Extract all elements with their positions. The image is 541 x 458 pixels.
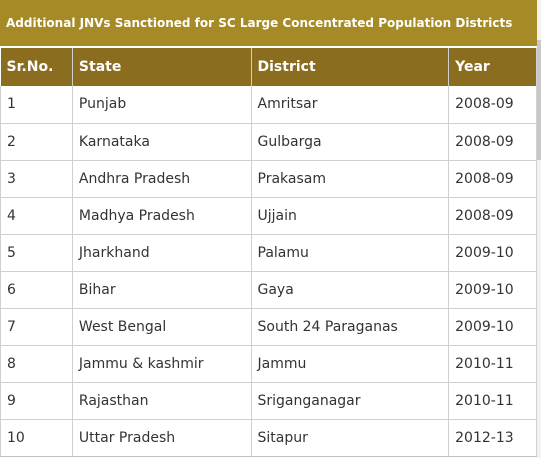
cell-state: Uttar Pradesh: [72, 419, 252, 457]
cell-state: Bihar: [72, 271, 252, 309]
cell-year: 2009-10: [448, 271, 537, 309]
table-row: 10 Uttar Pradesh Sitapur 2012-13: [0, 419, 537, 457]
cell-year: 2009-10: [448, 234, 537, 272]
cell-district: Sitapur: [251, 419, 450, 457]
table-row: 2 Karnataka Gulbarga 2008-09: [0, 123, 537, 161]
cell-year: 2009-10: [448, 308, 537, 346]
column-header-district: District: [251, 48, 450, 86]
cell-district: Jammu: [251, 345, 450, 383]
cell-srno: 9: [0, 382, 73, 420]
table-row: 3 Andhra Pradesh Prakasam 2008-09: [0, 160, 537, 198]
cell-state: Punjab: [72, 86, 252, 124]
cell-srno: 4: [0, 197, 73, 235]
cell-srno: 6: [0, 271, 73, 309]
cell-year: 2008-09: [448, 197, 537, 235]
cell-district: Prakasam: [251, 160, 450, 198]
cell-state: Andhra Pradesh: [72, 160, 252, 198]
table-row: 1 Punjab Amritsar 2008-09: [0, 86, 537, 124]
cell-district: South 24 Paraganas: [251, 308, 450, 346]
cell-state: Jammu & kashmir: [72, 345, 252, 383]
cell-year: 2008-09: [448, 160, 537, 198]
cell-srno: 2: [0, 123, 73, 161]
cell-srno: 1: [0, 86, 73, 124]
table-row: 4 Madhya Pradesh Ujjain 2008-09: [0, 197, 537, 235]
cell-year: 2008-09: [448, 86, 537, 124]
cell-district: Amritsar: [251, 86, 450, 124]
cell-district: Gulbarga: [251, 123, 450, 161]
cell-district: Palamu: [251, 234, 450, 272]
cell-year: 2010-11: [448, 382, 537, 420]
cell-srno: 8: [0, 345, 73, 383]
cell-year: 2010-11: [448, 345, 537, 383]
table-header: Sr.No. State District Year: [0, 48, 537, 86]
cell-year: 2012-13: [448, 419, 537, 457]
cell-state: Karnataka: [72, 123, 252, 161]
scrollbar-thumb[interactable]: [537, 40, 541, 160]
table-row: 7 West Bengal South 24 Paraganas 2009-10: [0, 308, 537, 346]
table-body: 1 Punjab Amritsar 2008-09 2 Karnataka Gu…: [0, 86, 537, 457]
cell-state: Rajasthan: [72, 382, 252, 420]
table-row: 9 Rajasthan Sriganganagar 2010-11: [0, 382, 537, 420]
column-header-year: Year: [448, 48, 537, 86]
cell-state: Madhya Pradesh: [72, 197, 252, 235]
cell-district: Gaya: [251, 271, 450, 309]
cell-srno: 10: [0, 419, 73, 457]
table-row: 6 Bihar Gaya 2009-10: [0, 271, 537, 309]
cell-srno: 7: [0, 308, 73, 346]
table-row: 5 Jharkhand Palamu 2009-10: [0, 234, 537, 272]
scrollbar-track[interactable]: [537, 0, 541, 458]
column-header-state: State: [72, 48, 252, 86]
jnv-table: Sr.No. State District Year 1 Punjab Amri…: [0, 48, 537, 457]
header-row: Sr.No. State District Year: [0, 48, 537, 86]
cell-state: West Bengal: [72, 308, 252, 346]
cell-year: 2008-09: [448, 123, 537, 161]
column-header-srno: Sr.No.: [0, 48, 73, 86]
cell-srno: 5: [0, 234, 73, 272]
cell-district: Sriganganagar: [251, 382, 450, 420]
table-row: 8 Jammu & kashmir Jammu 2010-11: [0, 345, 537, 383]
table-title: Additional JNVs Sanctioned for SC Large …: [0, 0, 537, 46]
cell-state: Jharkhand: [72, 234, 252, 272]
cell-srno: 3: [0, 160, 73, 198]
cell-district: Ujjain: [251, 197, 450, 235]
